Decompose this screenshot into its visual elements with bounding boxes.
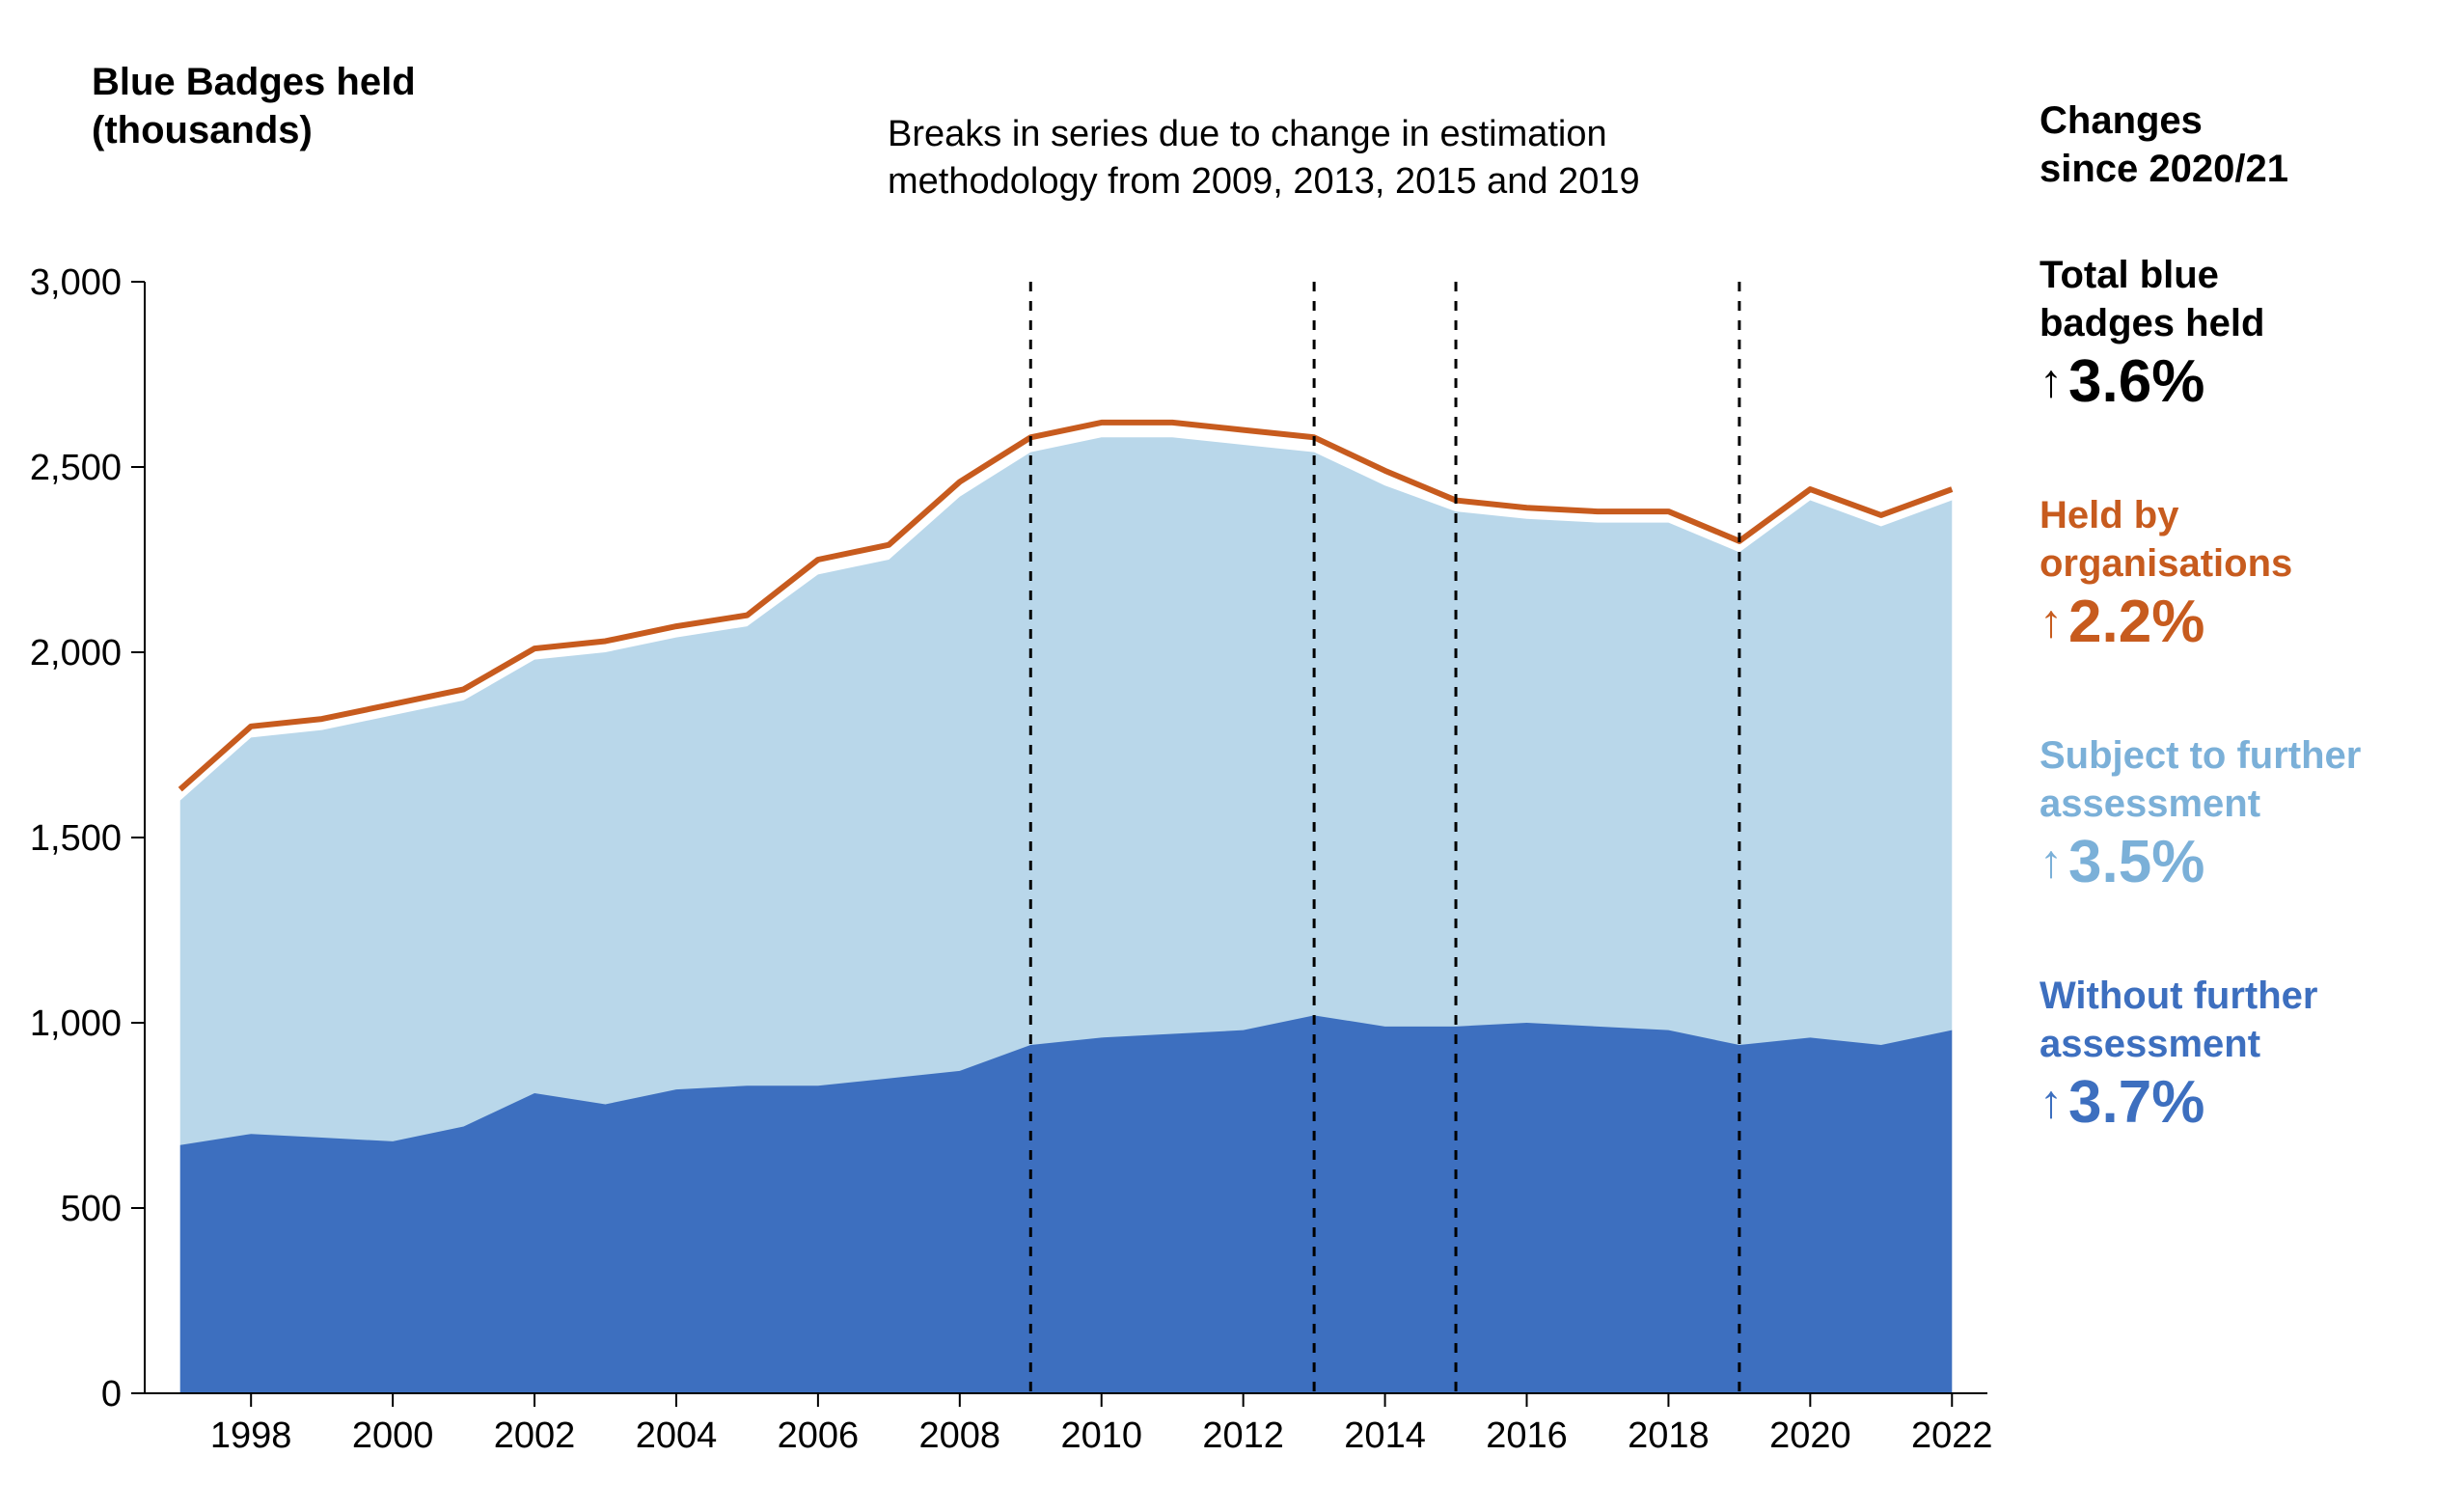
metric-label: Without furtherassessment <box>2040 972 2445 1068</box>
y-tick-label: 1,000 <box>30 1003 122 1044</box>
up-arrow-icon: ↑ <box>2040 599 2063 646</box>
x-tick-label: 2022 <box>1911 1415 1993 1456</box>
metric-block: Subject to furtherassessment↑3.5% <box>2040 731 2445 896</box>
metric-percent: 3.5% <box>2068 828 2204 896</box>
x-tick-label: 2008 <box>919 1415 1001 1456</box>
metric-block: Total bluebadges held↑3.6% <box>2040 251 2445 416</box>
y-tick-label: 3,000 <box>30 262 122 303</box>
metric-label: Held byorganisations <box>2040 491 2445 588</box>
x-tick-label: 2020 <box>1769 1415 1851 1456</box>
up-arrow-icon: ↑ <box>2040 1080 2063 1126</box>
metric-value: ↑3.7% <box>2040 1068 2445 1137</box>
x-tick-label: 2002 <box>494 1415 576 1456</box>
side-title-line2: since 2020/21 <box>2040 148 2288 190</box>
x-tick-label: 2010 <box>1060 1415 1142 1456</box>
metric-label: Total bluebadges held <box>2040 251 2445 347</box>
chart-container: Blue Badges held (thousands) Breaks in s… <box>0 0 2464 1511</box>
metric-value: ↑2.2% <box>2040 588 2445 656</box>
metric-percent: 3.6% <box>2068 347 2204 416</box>
up-arrow-icon: ↑ <box>2040 839 2063 886</box>
metric-value: ↑3.5% <box>2040 828 2445 896</box>
y-tick-label: 2,000 <box>30 633 122 673</box>
side-title-line1: Changes <box>2040 99 2203 142</box>
x-tick-label: 2006 <box>778 1415 860 1456</box>
x-tick-label: 2018 <box>1628 1415 1710 1456</box>
x-tick-label: 2014 <box>1344 1415 1426 1456</box>
metric-block: Without furtherassessment↑3.7% <box>2040 972 2445 1137</box>
y-tick-label: 500 <box>61 1189 122 1229</box>
x-tick-label: 2004 <box>636 1415 718 1456</box>
y-tick-label: 2,500 <box>30 448 122 488</box>
changes-side-panel: Changes since 2020/21 Total bluebadges h… <box>2040 96 2445 1137</box>
x-tick-label: 2016 <box>1486 1415 1568 1456</box>
metric-percent: 2.2% <box>2068 588 2204 656</box>
side-panel-title: Changes since 2020/21 <box>2040 96 2445 193</box>
metric-label: Subject to furtherassessment <box>2040 731 2445 828</box>
y-tick-label: 1,500 <box>30 818 122 859</box>
metric-block: Held byorganisations↑2.2% <box>2040 491 2445 656</box>
x-tick-label: 1998 <box>210 1415 292 1456</box>
x-tick-label: 2012 <box>1202 1415 1284 1456</box>
metric-percent: 3.7% <box>2068 1068 2204 1137</box>
metric-value: ↑3.6% <box>2040 347 2445 416</box>
x-tick-label: 2000 <box>352 1415 434 1456</box>
y-tick-label: 0 <box>101 1374 122 1415</box>
up-arrow-icon: ↑ <box>2040 359 2063 405</box>
